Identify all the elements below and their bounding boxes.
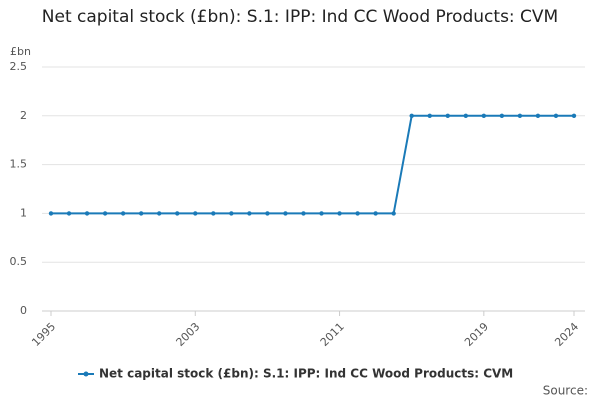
point [427, 113, 432, 119]
point [84, 211, 90, 216]
point [337, 211, 342, 216]
x-tick-label: 2003 [174, 320, 203, 349]
point [247, 211, 252, 216]
x-tick-label: 2024 [552, 320, 581, 349]
legend-label: Net capital stock (£bn): S.1: IPP: Ind C… [99, 367, 513, 381]
x-tick-label: 1995 [29, 320, 58, 349]
point [193, 211, 198, 216]
point [265, 211, 270, 216]
point [409, 113, 414, 119]
point [120, 211, 126, 216]
point [157, 211, 162, 216]
point [445, 113, 450, 119]
point [211, 211, 216, 216]
point [517, 113, 523, 119]
y-tick-label: 0.5 [10, 255, 28, 268]
point [355, 211, 360, 216]
chart-title: Net capital stock (£bn): S.1: IPP: Ind C… [41, 7, 559, 27]
y-tick-label: 0 [20, 304, 27, 317]
legend-marker [83, 371, 89, 377]
point [571, 113, 577, 119]
x-tick-label: 2011 [318, 320, 347, 349]
x-tick-label: 2019 [462, 320, 491, 349]
y-axis-label: £bn [10, 45, 31, 58]
y-tick-label: 1 [20, 206, 27, 219]
point [138, 211, 144, 216]
point [283, 211, 288, 216]
point [481, 113, 487, 119]
y-tick-label: 1.5 [10, 158, 28, 171]
point [463, 113, 468, 119]
point [319, 211, 324, 216]
point [499, 113, 505, 119]
point [553, 113, 559, 119]
point [102, 211, 108, 216]
y-tick-label: 2.5 [10, 60, 28, 73]
point [391, 211, 396, 216]
point [535, 113, 541, 119]
point [48, 211, 54, 216]
line [51, 114, 574, 215]
point [66, 211, 72, 216]
y-tick-label: 2 [20, 109, 27, 122]
point [229, 211, 234, 216]
point [175, 211, 180, 216]
point [373, 211, 378, 216]
source: Source: [543, 384, 588, 398]
point [301, 211, 306, 216]
